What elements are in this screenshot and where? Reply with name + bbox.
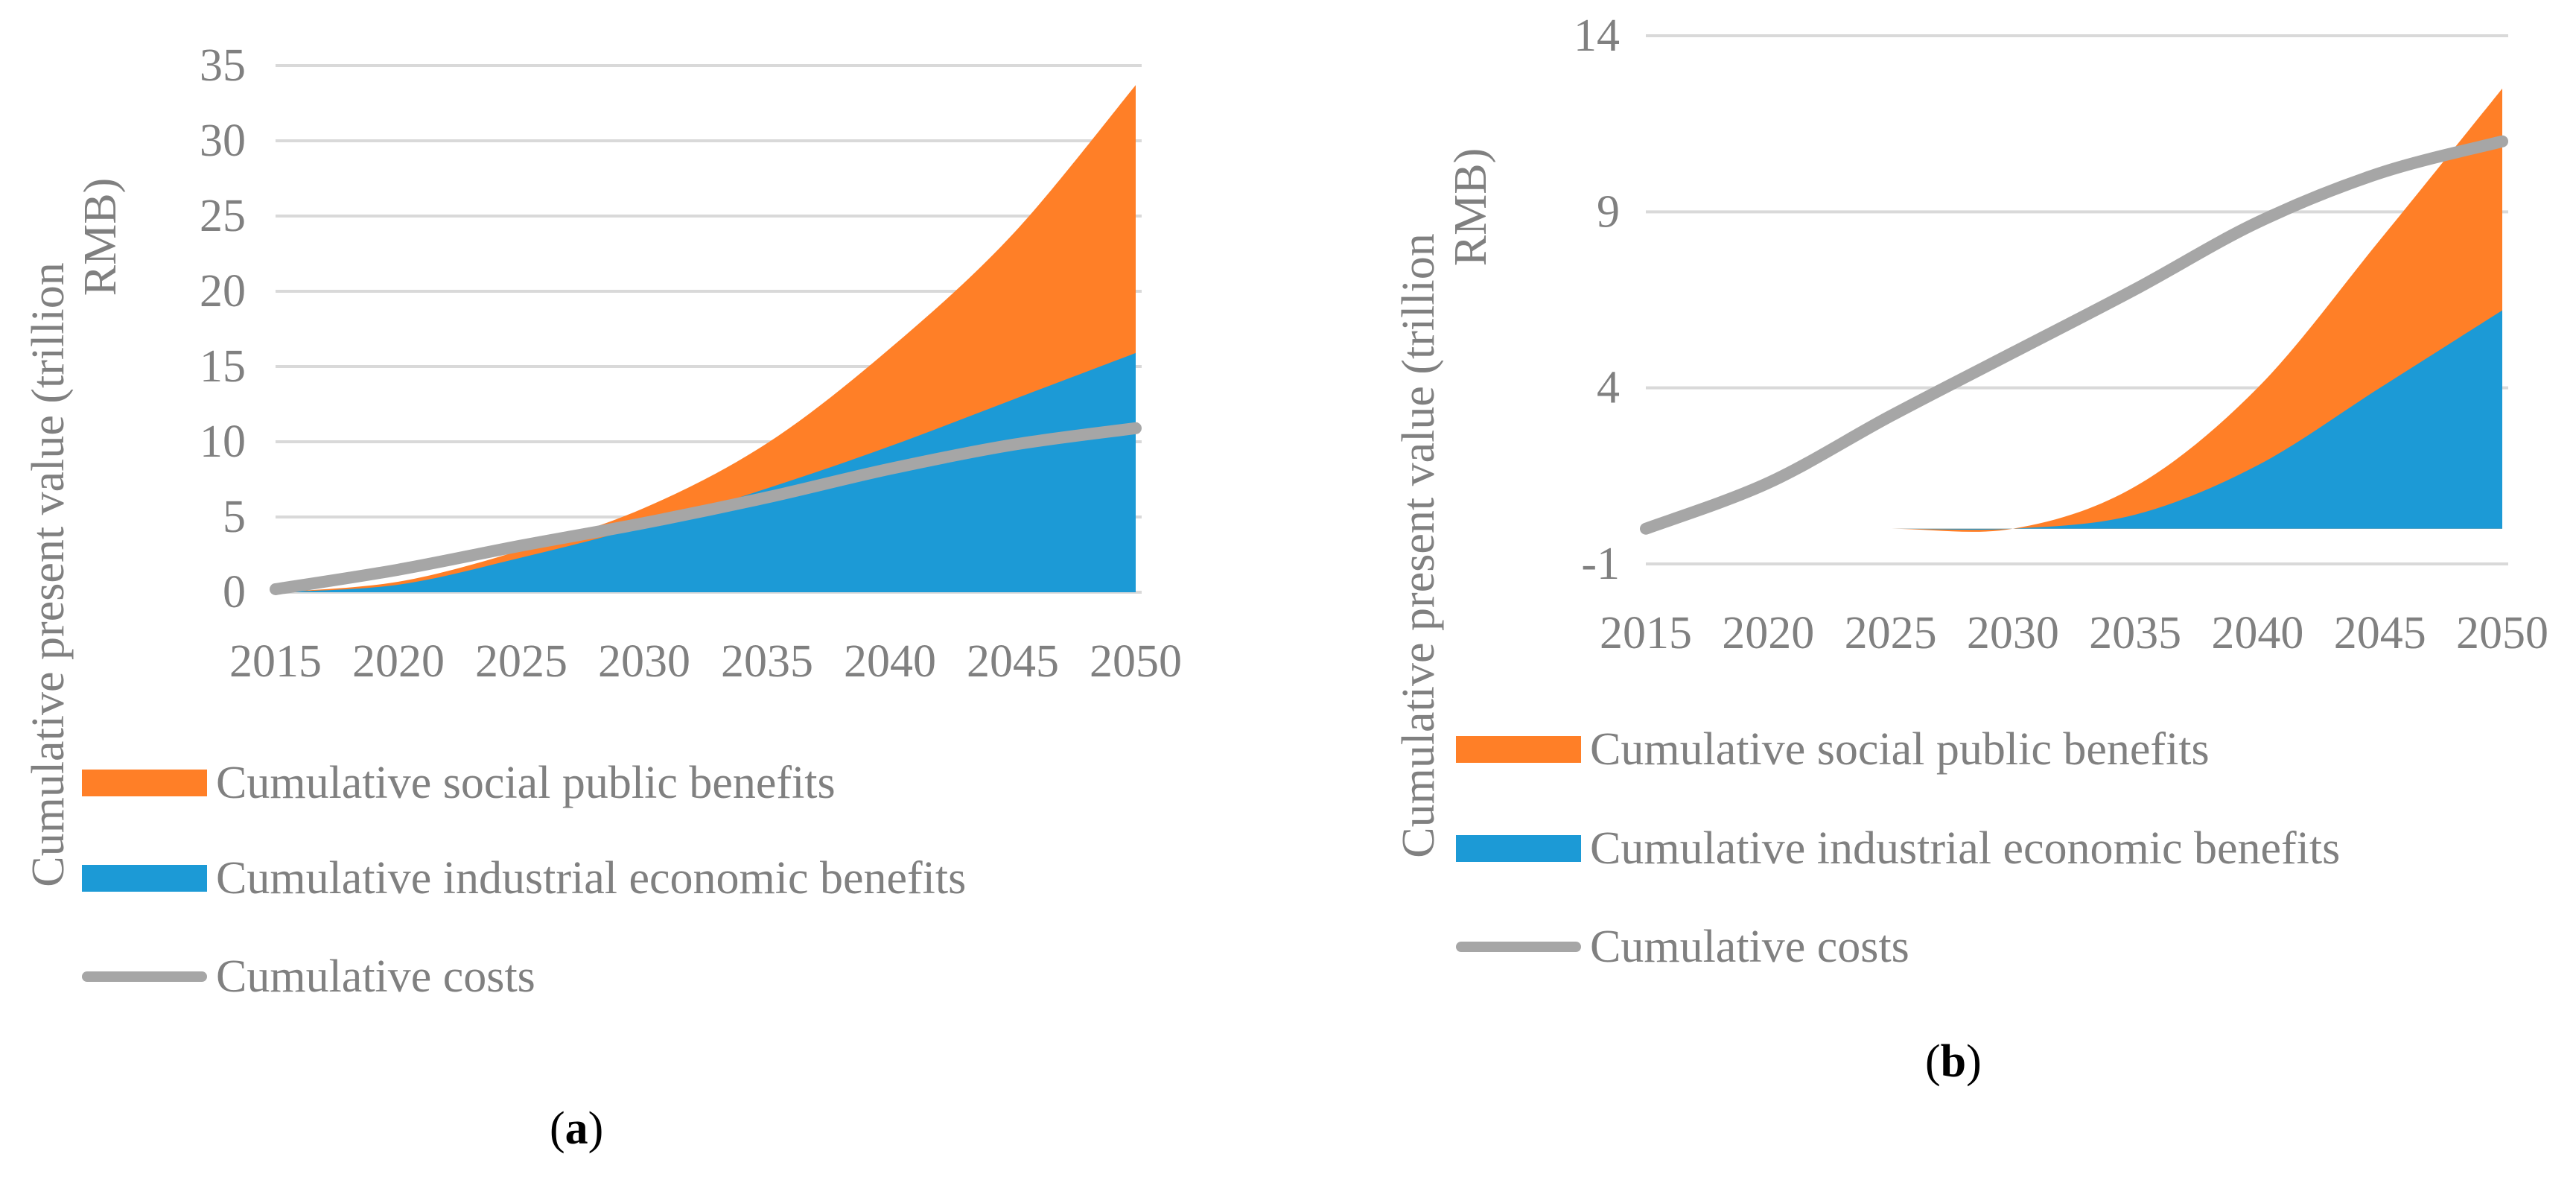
x-tick-label: 2035 [721, 636, 813, 687]
legend-label-social: Cumulative social public benefits [1590, 724, 2210, 775]
x-tick-label: 2040 [844, 636, 936, 687]
x-tick-label: 2015 [229, 636, 322, 687]
legend-item-industrial-b: Cumulative industrial economic benefits [1456, 825, 2340, 872]
y-tick-label: 25 [200, 191, 246, 241]
x-tick-label: 2030 [1967, 608, 2059, 659]
legend-item-costs-b: Cumulative costs [1456, 924, 1909, 970]
line-cumulative-costs [1640, 135, 2508, 535]
x-tick-label: 2020 [1722, 608, 1814, 659]
legend-swatch-costs [1456, 942, 1581, 952]
y-tick-label: 10 [200, 416, 246, 467]
legend-swatch-social [1456, 736, 1581, 763]
y-tick-label: 20 [200, 266, 246, 317]
y-tick-label: 15 [200, 341, 246, 392]
x-tick-label: 2050 [2456, 608, 2548, 659]
area-industrial-benefits [276, 352, 1136, 592]
chart-panel-b: -1 4 9 14 2015 2020 2025 2030 2035 2040 2045 2050 Cu… [1288, 0, 2576, 1180]
legend-label-costs: Cumulative costs [216, 951, 535, 1002]
caption-b: (b) [1925, 1036, 1982, 1087]
legend-label-industrial: Cumulative industrial economic benefits [1590, 823, 2341, 874]
x-tick-label: 2045 [2334, 608, 2426, 659]
y-tick-label: 5 [223, 492, 246, 542]
y-axis-label-cont: RMB) [75, 178, 126, 296]
legend-item-industrial-a: Cumulative industrial economic benefits [82, 855, 966, 901]
legend-swatch-costs [82, 971, 207, 982]
legend-item-costs-a: Cumulative costs [82, 954, 535, 1000]
y-axis-label: Cumulative present value (trillion [23, 262, 74, 887]
y-axis-label-cont: RMB) [1446, 148, 1496, 266]
y-tick-label: 9 [1597, 186, 1620, 237]
x-tick-label: 2015 [1600, 608, 1692, 659]
legend-swatch-social [82, 770, 207, 796]
y-tick-label: 0 [223, 567, 246, 618]
chart-b-svg: -1 4 9 14 2015 2020 2025 2030 2035 2040 2045 2050 Cu… [1393, 10, 2548, 858]
caption-letter-b: b [1940, 1036, 1967, 1087]
x-tick-label: 2035 [2089, 608, 2181, 659]
y-axis-label: Cumulative present value (trillion [1393, 233, 1444, 858]
legend-swatch-industrial [1456, 835, 1581, 862]
x-tick-label: 2030 [598, 636, 690, 687]
legend-label-costs: Cumulative costs [1590, 922, 1909, 972]
legend-swatch-industrial [82, 865, 207, 892]
caption-letter-a: a [565, 1103, 588, 1154]
area-industrial-benefits [1646, 310, 2502, 530]
legend-item-social-b: Cumulative social public benefits [1456, 726, 2210, 773]
x-tick-label: 2025 [1845, 608, 1937, 659]
legend-label-industrial: Cumulative industrial economic benefits [216, 853, 967, 904]
legend-item-social-a: Cumulative social public benefits [82, 760, 836, 806]
x-tick-label: 2050 [1090, 636, 1182, 687]
chart-panel-a: 0 5 10 15 20 25 30 35 2015 2020 2025 2030 2035 2040 20… [23, 40, 1182, 1154]
y-tick-label: 14 [1574, 10, 1620, 61]
caption-a: (a) [550, 1103, 604, 1154]
legend-label-social: Cumulative social public benefits [216, 758, 836, 808]
y-tick-label: 30 [200, 115, 246, 166]
y-tick-label: 4 [1597, 363, 1620, 413]
y-tick-label: -1 [1581, 539, 1620, 589]
x-tick-label: 2020 [352, 636, 445, 687]
line-cumulative-costs [270, 422, 1142, 595]
x-tick-label: 2045 [967, 636, 1059, 687]
x-tick-label: 2025 [475, 636, 567, 687]
x-tick-label: 2040 [2211, 608, 2303, 659]
area-social-benefits [1646, 88, 2502, 532]
y-tick-label: 35 [200, 40, 246, 91]
